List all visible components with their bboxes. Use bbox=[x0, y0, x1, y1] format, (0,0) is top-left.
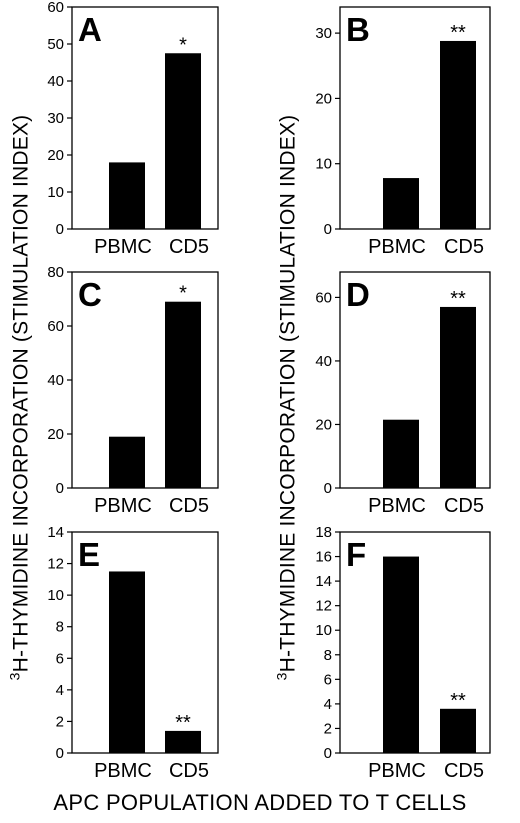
plot-frame-e bbox=[71, 531, 219, 754]
y-tick-label-a: 0 bbox=[56, 221, 64, 238]
y-tick-label-f: 12 bbox=[315, 598, 332, 615]
x-tick-label-d-cd5: CD5 bbox=[444, 495, 484, 517]
x-tick-label-f-pbmc: PBMC bbox=[368, 760, 426, 782]
y-tick-label-a: 40 bbox=[47, 73, 64, 90]
y-axis-title-left: 3H-THYMIDINE INCORPORATION (STIMULATION … bbox=[6, 114, 33, 681]
bar-c-cd5 bbox=[165, 301, 201, 488]
y-tick-label-d: 40 bbox=[315, 353, 332, 370]
panel-letter-e: E bbox=[78, 536, 100, 573]
y-tick-label-f: 10 bbox=[315, 622, 332, 639]
significance-e: ** bbox=[175, 712, 191, 734]
panel-letter-c: C bbox=[78, 276, 102, 313]
significance-c: * bbox=[179, 283, 187, 305]
x-tick-label-e-cd5: CD5 bbox=[169, 760, 209, 782]
panel-letter-a: A bbox=[78, 11, 102, 48]
x-tick-label-a-cd5: CD5 bbox=[169, 236, 209, 258]
y-tick-label-c: 40 bbox=[47, 372, 64, 389]
bar-c-pbmc bbox=[109, 436, 145, 488]
y-tick-label-b: 20 bbox=[315, 90, 332, 107]
plot-frame-d bbox=[339, 271, 491, 489]
panel-letter-d: D bbox=[346, 276, 370, 313]
panel-letter-b: B bbox=[346, 11, 370, 48]
bar-d-pbmc bbox=[383, 419, 419, 488]
y-tick-label-b: 10 bbox=[315, 156, 332, 173]
bar-d-cd5 bbox=[440, 306, 476, 488]
x-tick-label-f-cd5: CD5 bbox=[444, 760, 484, 782]
y-tick-label-a: 60 bbox=[47, 0, 64, 16]
y-tick-label-f: 2 bbox=[324, 720, 332, 737]
y-tick-label-c: 20 bbox=[47, 426, 64, 443]
significance-f: ** bbox=[450, 690, 466, 712]
y-tick-label-b: 0 bbox=[324, 221, 332, 238]
y-tick-label-c: 80 bbox=[47, 264, 64, 281]
y-tick-label-e: 10 bbox=[47, 587, 64, 604]
y-tick-label-f: 16 bbox=[315, 549, 332, 566]
y-tick-label-e: 6 bbox=[56, 650, 64, 667]
bar-a-cd5 bbox=[165, 53, 201, 229]
y-tick-label-e: 12 bbox=[47, 556, 64, 573]
significance-b: ** bbox=[450, 22, 466, 44]
plot-frame-b bbox=[339, 6, 491, 230]
y-tick-label-e: 14 bbox=[47, 524, 64, 541]
y-tick-label-f: 4 bbox=[324, 696, 332, 713]
y-tick-label-d: 0 bbox=[324, 480, 332, 497]
y-tick-label-f: 14 bbox=[315, 573, 332, 590]
bar-e-pbmc bbox=[109, 571, 145, 753]
bar-b-cd5 bbox=[440, 40, 476, 229]
x-tick-label-e-pbmc: PBMC bbox=[94, 760, 152, 782]
y-tick-label-c: 60 bbox=[47, 318, 64, 335]
x-tick-label-c-cd5: CD5 bbox=[169, 495, 209, 517]
y-tick-label-e: 4 bbox=[56, 682, 64, 699]
bar-a-pbmc bbox=[109, 162, 145, 229]
y-tick-label-b: 30 bbox=[315, 25, 332, 42]
x-tick-label-a-pbmc: PBMC bbox=[94, 236, 152, 258]
bar-e-cd5 bbox=[165, 730, 201, 753]
y-tick-label-e: 0 bbox=[56, 745, 64, 762]
y-tick-label-f: 8 bbox=[324, 647, 332, 664]
x-tick-label-b-pbmc: PBMC bbox=[368, 236, 426, 258]
y-tick-label-e: 8 bbox=[56, 619, 64, 636]
y-tick-label-e: 2 bbox=[56, 713, 64, 730]
significance-d: ** bbox=[450, 288, 466, 310]
y-axis-title-right: 3H-THYMIDINE INCORPORATION (STIMULATION … bbox=[273, 114, 300, 681]
panel-letter-f: F bbox=[346, 536, 366, 573]
y-tick-label-c: 0 bbox=[56, 480, 64, 497]
x-axis-title: APC POPULATION ADDED TO T CELLS bbox=[53, 790, 467, 815]
y-tick-label-f: 18 bbox=[315, 524, 332, 541]
bar-b-pbmc bbox=[383, 178, 419, 229]
y-tick-label-d: 20 bbox=[315, 416, 332, 433]
bar-f-pbmc bbox=[383, 556, 419, 753]
x-tick-label-c-pbmc: PBMC bbox=[94, 495, 152, 517]
significance-a: * bbox=[179, 34, 187, 56]
y-tick-label-a: 10 bbox=[47, 184, 64, 201]
bar-f-cd5 bbox=[440, 708, 476, 753]
y-tick-label-a: 30 bbox=[47, 110, 64, 127]
y-tick-label-a: 50 bbox=[47, 36, 64, 53]
y-tick-label-d: 60 bbox=[315, 289, 332, 306]
y-tick-label-f: 0 bbox=[324, 745, 332, 762]
x-tick-label-d-pbmc: PBMC bbox=[368, 495, 426, 517]
y-tick-label-a: 20 bbox=[47, 147, 64, 164]
x-tick-label-b-cd5: CD5 bbox=[444, 236, 484, 258]
plot-frame-f bbox=[339, 531, 491, 754]
y-tick-label-f: 6 bbox=[324, 671, 332, 688]
